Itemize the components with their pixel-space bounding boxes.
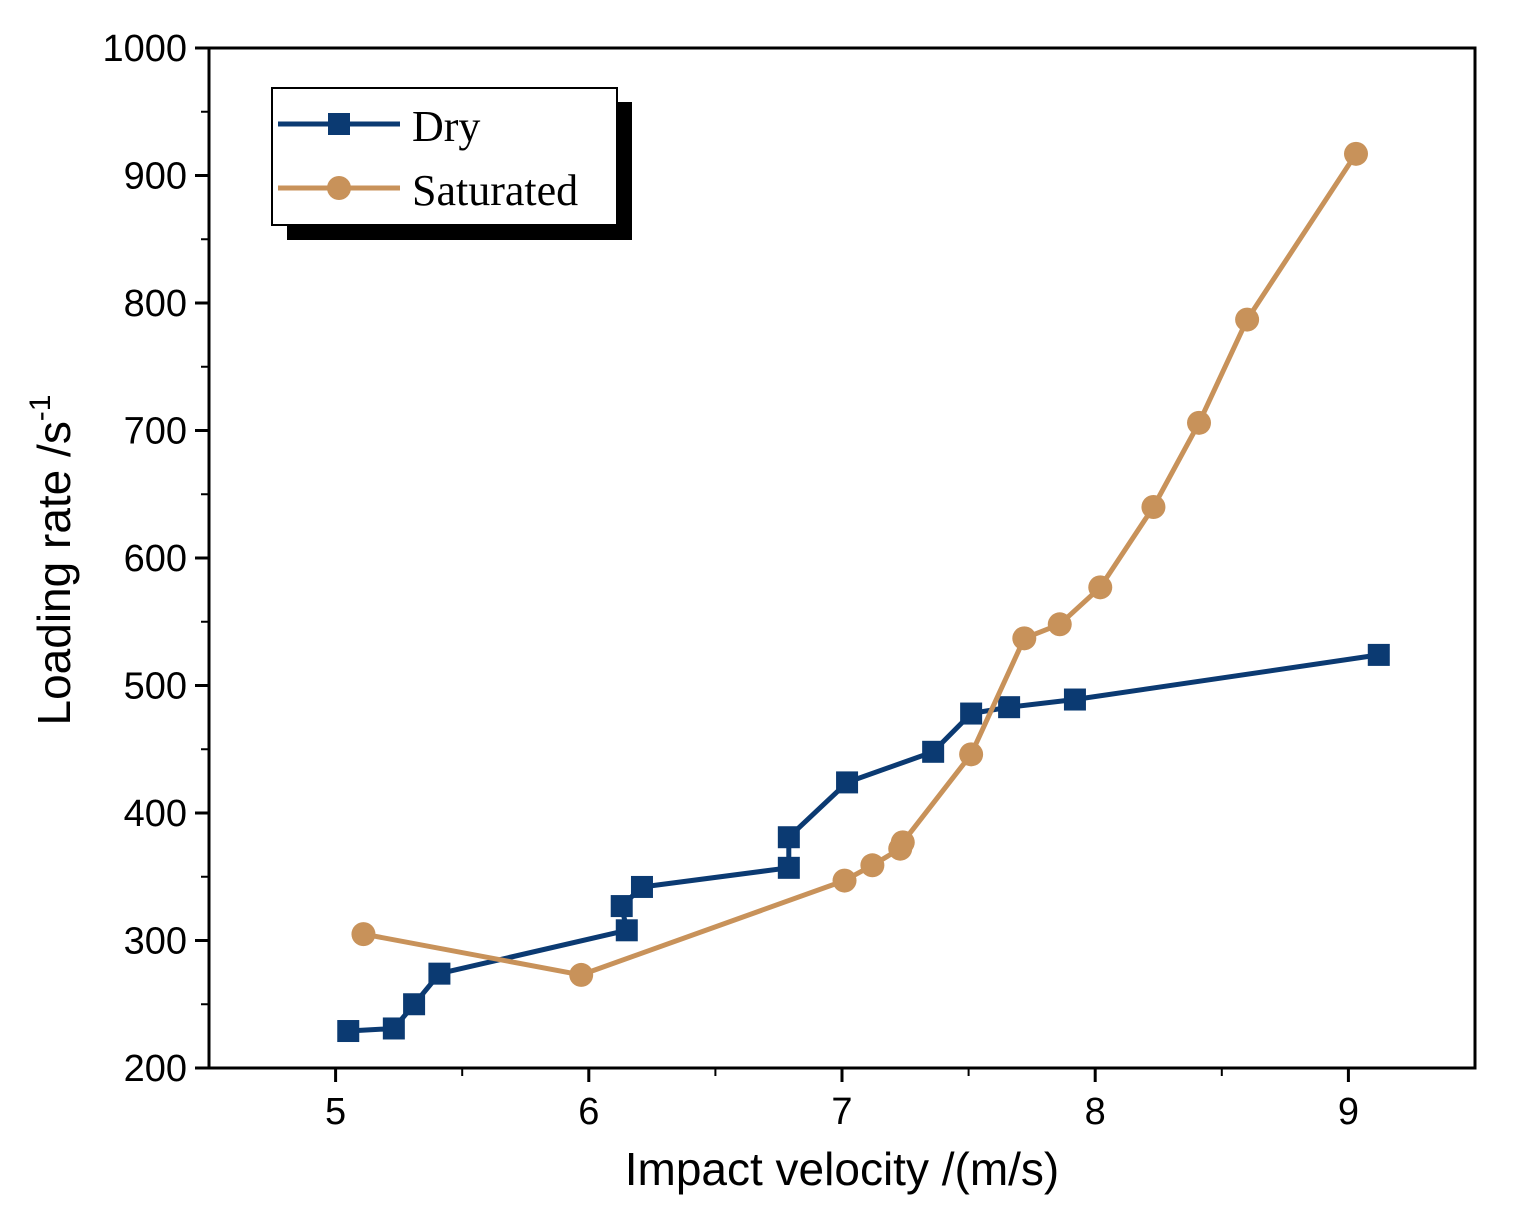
legend: Dry Saturated [271,87,632,240]
data-point-dry [403,993,426,1016]
data-point-dry [1367,643,1390,666]
y-axis-title-superscript: -1 [24,394,57,421]
y-tick-label: 200 [124,1048,187,1090]
x-tick-label: 9 [1338,1091,1359,1133]
legend-marker-saturated [327,176,351,200]
data-point-saturated [1187,410,1212,435]
data-point-saturated [351,922,376,947]
series-dry [337,643,1390,1043]
data-point-saturated [1012,626,1037,651]
y-tick-label: 300 [124,921,187,963]
data-point-dry [630,875,653,898]
y-axis-title: Loading rate /s-1 [24,394,80,725]
y-tick-label: 600 [124,538,187,580]
data-point-saturated [832,868,857,893]
y-tick-label: 700 [124,411,187,453]
legend-box [271,87,618,226]
series-line-dry [348,652,1380,1034]
data-point-saturated [959,742,984,767]
data-point-saturated [890,830,915,855]
data-point-dry [836,771,859,794]
x-tick-label: 7 [831,1091,852,1133]
y-tick-label: 500 [124,666,187,708]
y-tick-label: 800 [124,283,187,325]
data-point-saturated [569,962,594,987]
data-point-saturated [1343,141,1368,166]
legend-label-dry: Dry [412,102,480,151]
y-tick-label: 1000 [102,28,187,70]
series-saturated [351,141,1368,987]
data-point-dry [1063,688,1086,711]
data-point-saturated [1235,307,1260,332]
series-layer [337,141,1390,1043]
x-tick-label: 6 [578,1091,599,1133]
x-tick-label: 5 [325,1091,346,1133]
y-tick-label: 400 [124,793,187,835]
data-point-dry [777,826,800,849]
data-point-dry [998,696,1021,719]
data-point-dry [615,919,638,942]
data-point-saturated [860,853,885,878]
legend-label-saturated: Saturated [412,166,578,215]
data-point-dry [382,1017,405,1040]
y-axis-title-main: Loading rate /s [28,421,80,725]
data-point-saturated [1088,575,1113,600]
legend-marker-dry [328,113,350,135]
x-axis-title: Impact velocity /(m/s) [625,1143,1060,1195]
data-point-dry [428,962,451,985]
y-tick-label: 900 [124,156,187,198]
data-point-saturated [1047,612,1072,637]
data-point-dry [610,895,633,918]
data-point-dry [337,1020,360,1043]
data-point-dry [960,702,983,725]
axes-layer: 5 6 7 8 9 200 300 400 500 600 700 800 900 1000 [102,28,1359,1133]
data-point-dry [777,856,800,879]
data-point-saturated [1141,495,1166,519]
series-line-saturated [363,152,1359,978]
data-point-dry [922,740,945,763]
x-tick-label: 8 [1085,1091,1106,1133]
